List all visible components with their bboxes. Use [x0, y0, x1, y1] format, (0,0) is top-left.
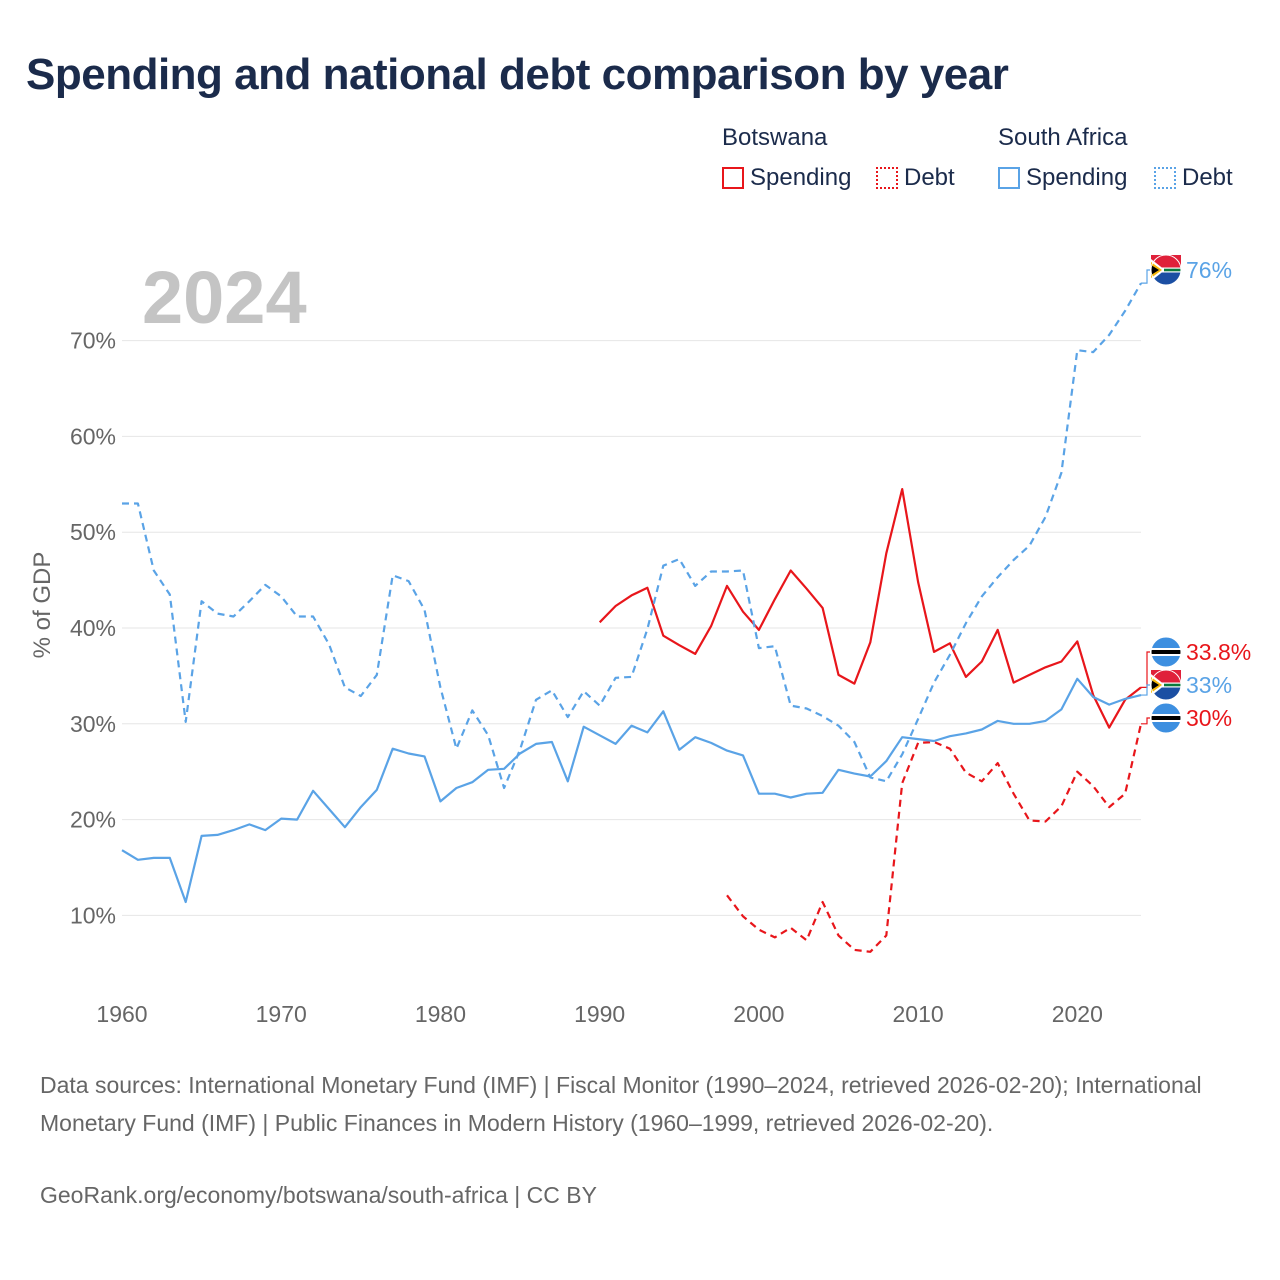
legend-item-south-africa-debt[interactable]: Debt [1154, 164, 1233, 192]
legend-swatch-dotted-blue [1154, 167, 1176, 189]
series-line-south-africa-debt [122, 282, 1142, 790]
legend-label: Debt [904, 164, 955, 191]
end-label-connector [1141, 651, 1150, 688]
south-africa-flag-icon [1150, 254, 1182, 286]
x-tick-label: 1970 [256, 1001, 307, 1027]
y-axis-label: % of GDP [29, 552, 56, 659]
end-label-connector [1141, 684, 1150, 696]
flag-rim [1150, 669, 1182, 701]
x-tick-label: 2010 [893, 1001, 944, 1027]
x-axis: 1960 1970 1980 1990 2000 2010 2020 [96, 1001, 1102, 1027]
series-line-south-africa-spending [121, 677, 1142, 904]
y-tick-label: 10% [70, 902, 116, 928]
flag-rim [1150, 702, 1182, 734]
flag-stripe-black [1151, 716, 1181, 720]
x-tick-label: 1980 [415, 1001, 466, 1027]
year-watermark: 2024 [142, 256, 307, 339]
end-label-connector [1141, 717, 1150, 725]
flag-rim [1150, 636, 1182, 668]
data-sources: Data sources: International Monetary Fun… [40, 1072, 1202, 1136]
y-tick-label: 60% [70, 423, 116, 449]
flag-stripe-black [1151, 650, 1181, 654]
legend-item-botswana-debt[interactable]: Debt [876, 164, 955, 192]
series-line-botswana-debt [726, 723, 1143, 953]
legend-item-south-africa-spending[interactable]: Spending [998, 164, 1127, 192]
x-tick-label: 1960 [96, 1001, 147, 1027]
x-tick-label: 1990 [574, 1001, 625, 1027]
legend-swatch-solid-red [722, 167, 744, 189]
legend-swatch-dotted-red [876, 167, 898, 189]
end-value-label: 33% [1186, 672, 1232, 698]
end-labels: 33.8% 30% 33% 76% [1141, 254, 1251, 734]
legend-group-botswana: Botswana [722, 124, 828, 151]
y-tick-label: 40% [70, 615, 116, 641]
botswana-flag-icon [1150, 702, 1182, 734]
legend-group-south-africa: South Africa [998, 124, 1128, 151]
legend-label: Spending [750, 164, 852, 191]
legend-label: Debt [1182, 164, 1233, 191]
flag-green-stripe [1164, 268, 1181, 272]
end-value-label: 30% [1186, 705, 1232, 731]
flag-black-triangle [1151, 265, 1159, 275]
y-tick-label: 50% [70, 519, 116, 545]
end-label-connector [1141, 269, 1150, 284]
y-tick-label: 70% [70, 328, 116, 354]
y-tick-label: 20% [70, 807, 116, 833]
end-value-label: 33.8% [1186, 639, 1251, 665]
x-tick-label: 2020 [1052, 1001, 1103, 1027]
chart-title: Spending and national debt comparison by… [26, 50, 1009, 99]
south-africa-flag-icon [1150, 669, 1182, 701]
legend-swatch-solid-blue [998, 167, 1020, 189]
flag-rim [1150, 254, 1182, 286]
legend-item-botswana-spending[interactable]: Spending [722, 164, 851, 192]
gridlines [122, 340, 1141, 916]
y-axis: 10% 20% 30% 40% 50% 60% 70% [70, 328, 116, 929]
series-line-botswana-spending [598, 488, 1142, 729]
x-tick-label: 2000 [733, 1001, 784, 1027]
y-tick-label: 30% [70, 711, 116, 737]
end-value-label: 76% [1186, 257, 1232, 283]
flag-green-stripe [1164, 683, 1181, 687]
credit-link[interactable]: GeoRank.org/economy/botswana/south-afric… [40, 1182, 597, 1208]
botswana-flag-icon [1150, 636, 1182, 668]
legend-label: Spending [1026, 164, 1128, 191]
series-lines [121, 282, 1143, 953]
flag-black-triangle [1151, 680, 1159, 690]
